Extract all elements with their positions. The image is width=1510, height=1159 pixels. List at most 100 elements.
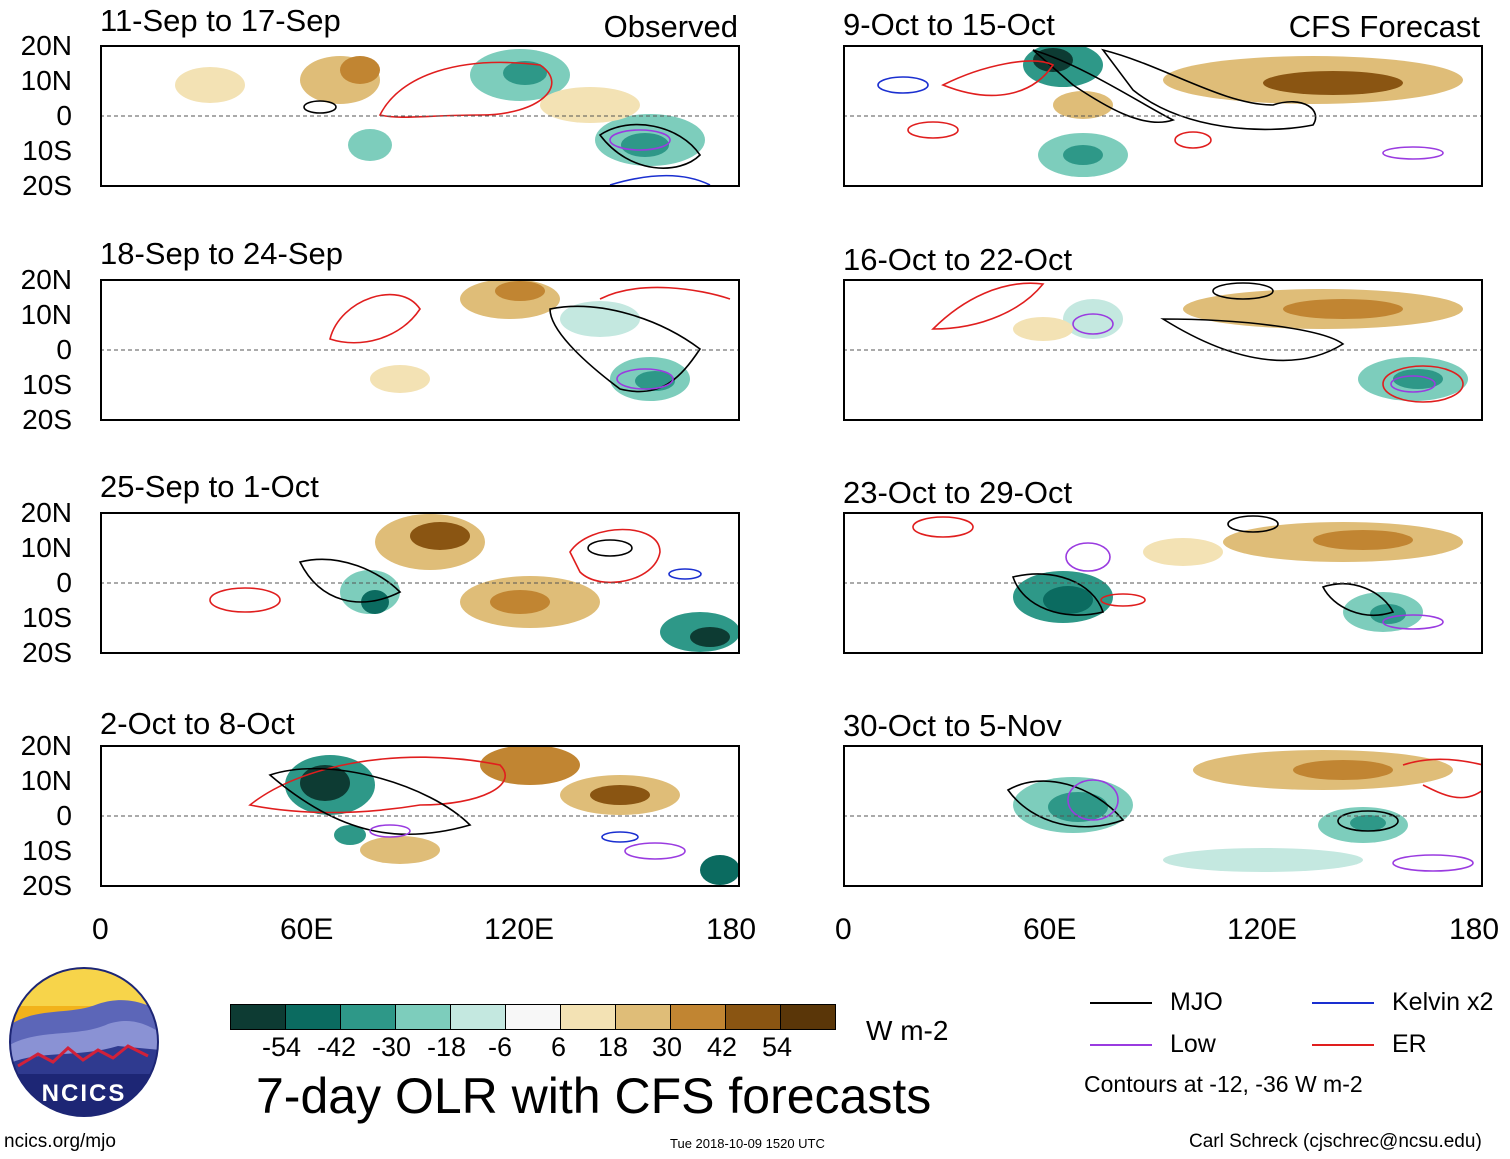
colorbar-swatch (781, 1005, 835, 1029)
low-contour (1065, 542, 1111, 572)
map-panel (100, 745, 740, 887)
olr-anomaly-positive (590, 785, 650, 805)
mjo-contour (1321, 583, 1395, 616)
colorbar-label: -18 (427, 1032, 467, 1062)
legend-er-label: ER (1392, 1030, 1427, 1058)
colorbar-label: -30 (372, 1032, 412, 1062)
legend-kelvin-label: Kelvin x2 (1392, 988, 1494, 1016)
olr-anomaly-positive (1293, 760, 1393, 780)
panel-title: 16-Oct to 22-Oct (843, 242, 1073, 277)
y-tick: 0 (56, 800, 72, 831)
panel-frame (843, 45, 1483, 187)
y-tick: 10S (22, 835, 72, 866)
low-contour (369, 824, 411, 838)
olr-anomaly-positive (495, 281, 545, 301)
y-tick: 10N (20, 532, 72, 563)
y-tick: 20N (20, 30, 72, 61)
mjo-contour (1006, 780, 1125, 828)
er-contour (569, 528, 661, 584)
olr-anomaly-positive (175, 67, 245, 103)
kelvin-contour (601, 831, 639, 843)
olr-anomaly-positive (480, 745, 580, 785)
panel-frame (100, 279, 740, 421)
low-contour (616, 368, 674, 390)
panel-title: 18-Sep to 24-Sep (100, 236, 344, 271)
er-contour (599, 286, 731, 300)
x-tick: 120E (1227, 913, 1298, 946)
olr-anomaly-negative (1063, 299, 1123, 339)
olr-map (843, 745, 1483, 887)
mjo-contour (303, 100, 337, 114)
map-panel (843, 512, 1483, 654)
x-tick: 120E (484, 913, 555, 946)
er-contour (1402, 758, 1483, 766)
olr-anomaly-negative (700, 855, 740, 885)
olr-anomaly-negative (503, 61, 547, 85)
colorbar-swatch (231, 1005, 286, 1029)
er-contour (912, 516, 974, 538)
er-contour (378, 61, 553, 119)
y-tick: 0 (56, 334, 72, 365)
y-tick: 20N (20, 730, 72, 761)
olr-anomaly-positive (1013, 317, 1073, 341)
olr-anomaly-negative (334, 825, 366, 845)
ncics-logo: NCICS (8, 966, 160, 1118)
mjo-contour (1032, 49, 1176, 124)
map-panel (100, 512, 740, 654)
olr-anomaly-negative (348, 129, 392, 161)
colorbar-swatch (616, 1005, 671, 1029)
x-tick: 180 (1449, 913, 1500, 946)
logo-text: NCICS (41, 1080, 127, 1107)
mjo-contour (549, 305, 702, 393)
y-tick: 20S (22, 637, 72, 668)
colorbar-label: -54 (262, 1032, 302, 1062)
low-contour (1382, 146, 1444, 160)
map-panel (843, 745, 1483, 887)
low-contour (1382, 614, 1444, 630)
olr-anomaly-negative (560, 301, 640, 337)
y-tick: 20S (22, 870, 72, 901)
olr-anomaly-positive (370, 365, 430, 393)
olr-map (100, 745, 740, 887)
er-contour (1174, 131, 1212, 149)
panel-title: 23-Oct to 29-Oct (843, 475, 1073, 510)
mjo-contour (1011, 573, 1105, 616)
mjo-contour (1227, 515, 1279, 533)
y-tick: 10S (22, 369, 72, 400)
legend-low-swatch (1090, 1044, 1152, 1046)
map-panel (843, 45, 1483, 187)
olr-anomaly-negative (1048, 792, 1108, 822)
er-contour (248, 756, 506, 814)
colorbar-swatch (561, 1005, 616, 1029)
panel-frame (100, 45, 740, 187)
olr-anomaly-positive (490, 590, 550, 614)
olr-map (843, 512, 1483, 654)
footer-url: ncics.org/mjo (4, 1131, 116, 1152)
y-tick: 20S (22, 170, 72, 201)
low-contour (1067, 779, 1119, 821)
panel-title: 9-Oct to 15-Oct (843, 7, 1055, 42)
mjo-contour (1101, 48, 1317, 131)
y-tick: 10S (22, 135, 72, 166)
olr-map (843, 279, 1483, 421)
er-contour (1100, 593, 1146, 607)
panel-title: 30-Oct to 5-Nov (843, 708, 1062, 743)
colorbar-label: 42 (707, 1032, 738, 1062)
er-contour (329, 293, 421, 344)
er-contour (209, 587, 281, 613)
forecast-label: CFS Forecast (1288, 9, 1480, 44)
x-tick: 180 (706, 913, 757, 946)
olr-anomaly-negative (361, 590, 389, 614)
kelvin-contour (668, 568, 702, 580)
legend-mjo-swatch (1090, 1002, 1152, 1004)
colorbar (230, 1004, 836, 1030)
olr-anomaly-positive (1313, 530, 1413, 550)
low-contour (624, 842, 686, 860)
olr-map (843, 45, 1483, 187)
er-contour (931, 282, 1045, 330)
y-tick: 10N (20, 299, 72, 330)
legend-low-label: Low (1170, 1030, 1216, 1058)
panel-title: 11-Sep to 17-Sep (100, 3, 341, 38)
olr-map (100, 45, 740, 187)
mjo-contour (1337, 810, 1399, 832)
